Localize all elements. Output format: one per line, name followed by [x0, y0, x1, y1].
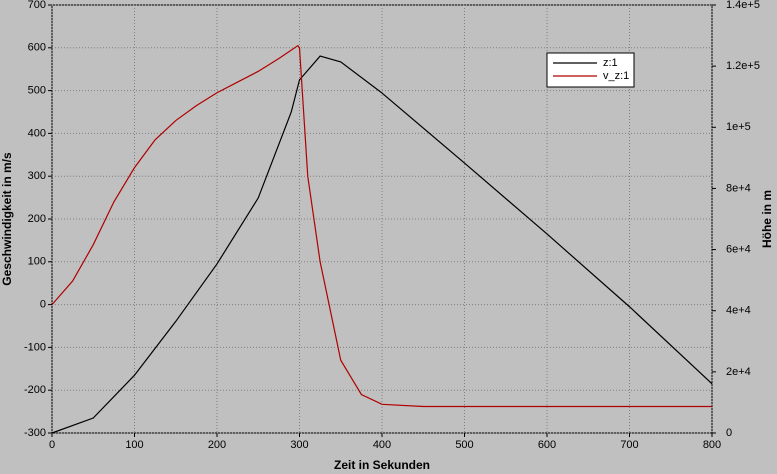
y2-tick-label: 0 — [726, 427, 732, 439]
y2-tick-label: 4e+4 — [726, 305, 751, 317]
y2-tick-label: 6e+4 — [726, 243, 751, 255]
y2-tick-label: 1.4e+5 — [726, 0, 760, 11]
x-tick-label: 500 — [455, 439, 473, 451]
y2-tick-label: 2e+4 — [726, 366, 751, 378]
x-tick-label: 700 — [620, 439, 638, 451]
y2-axis-label: Höhe in m — [760, 190, 774, 248]
x-tick-label: 100 — [125, 439, 143, 451]
y2-tick-label: 1.2e+5 — [726, 60, 760, 72]
x-tick-label: 0 — [49, 439, 55, 451]
legend-box — [546, 52, 635, 88]
y-tick-label: 500 — [28, 85, 46, 97]
x-tick-label: 800 — [703, 439, 721, 451]
x-tick-label: 300 — [290, 439, 308, 451]
y2-tick-label: 1e+5 — [726, 121, 751, 133]
y-tick-label: -300 — [24, 427, 46, 439]
x-axis-label: Zeit in Sekunden — [334, 458, 430, 472]
y-tick-label: 600 — [28, 42, 46, 54]
x-tick-label: 200 — [208, 439, 226, 451]
y2-tick-label: 8e+4 — [726, 182, 751, 194]
series-line — [51, 55, 713, 434]
y-tick-label: 200 — [28, 213, 46, 225]
y-tick-label: -200 — [24, 384, 46, 396]
legend-label: z:1 — [603, 57, 618, 69]
y-tick-label: 700 — [28, 0, 46, 11]
y-tick-label: 300 — [28, 170, 46, 182]
x-tick-label: 600 — [538, 439, 556, 451]
y-axis-label: Geschwindigkeit in m/s — [0, 152, 14, 286]
legend-label: v_z:1 — [603, 70, 629, 82]
y-tick-label: 400 — [28, 127, 46, 139]
series-line — [51, 44, 712, 408]
x-tick-label: 400 — [373, 439, 391, 451]
y-tick-label: 100 — [28, 256, 46, 268]
y-tick-label: -100 — [24, 341, 46, 353]
y-tick-label: 0 — [40, 299, 46, 311]
